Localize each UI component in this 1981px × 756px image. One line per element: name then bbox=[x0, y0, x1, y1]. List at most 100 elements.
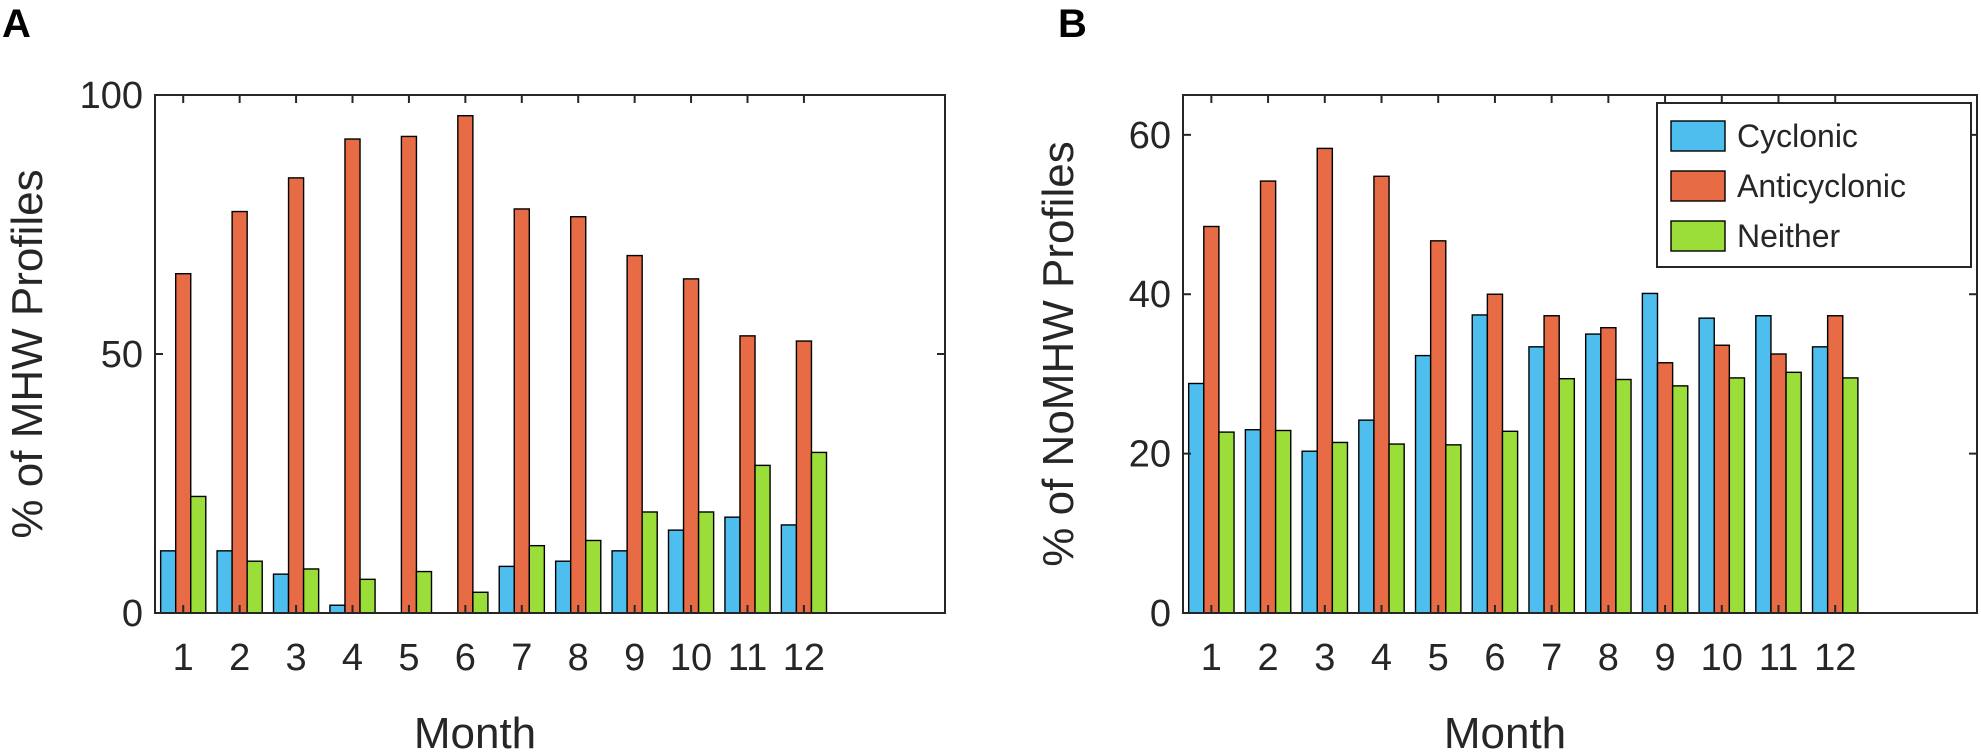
bar-cyclonic-month-8 bbox=[1584, 333, 1602, 614]
y-axis-label-a: % of MHW Profiles bbox=[3, 169, 52, 538]
bar-anticyclonic-month-1 bbox=[174, 273, 192, 614]
bar-cyclonic-month-11 bbox=[1755, 315, 1772, 614]
bars-b bbox=[1187, 147, 1859, 614]
bar-anticyclonic-month-3 bbox=[287, 177, 305, 614]
bar-neither-month-12 bbox=[810, 451, 828, 614]
x-tick-label-b-10: 10 bbox=[1701, 637, 1743, 679]
bar-anticyclonic-month-12 bbox=[1826, 315, 1844, 614]
x-tick-label-b-7: 7 bbox=[1541, 637, 1562, 679]
x-tick-label-a-4: 4 bbox=[342, 637, 363, 679]
bars-a bbox=[159, 115, 828, 614]
bar-cyclonic-month-4 bbox=[1358, 419, 1375, 614]
legend-label-anticyclonic: Anticyclonic bbox=[1737, 168, 1906, 204]
bar-neither-month-5 bbox=[415, 570, 433, 614]
panel-label-b: B bbox=[1058, 2, 1087, 46]
bar-neither-month-12 bbox=[1842, 377, 1859, 614]
bar-neither-month-7 bbox=[528, 544, 546, 614]
bar-anticyclonic-month-4 bbox=[344, 138, 361, 614]
x-tick-label-b-12: 12 bbox=[1814, 637, 1856, 679]
legend-b: Cyclonic Anticyclonic Neither bbox=[1656, 102, 1972, 268]
y-tick-label-a-0: 0 bbox=[122, 593, 143, 635]
y-tick-label-b-60: 60 bbox=[1129, 115, 1171, 157]
bar-cyclonic-month-9 bbox=[1641, 292, 1659, 614]
bar-neither-month-4 bbox=[1388, 443, 1405, 614]
bar-anticyclonic-month-2 bbox=[231, 210, 248, 614]
bar-neither-month-1 bbox=[190, 495, 207, 614]
x-tick-label-a-12: 12 bbox=[783, 637, 825, 679]
x-tick-label-a-11: 11 bbox=[728, 637, 767, 679]
bar-neither-month-9 bbox=[641, 511, 658, 614]
bar-cyclonic-month-6 bbox=[1471, 314, 1489, 614]
x-tick-label-a-2: 2 bbox=[229, 637, 250, 679]
y-tick-label-b-40: 40 bbox=[1129, 274, 1171, 316]
bar-neither-month-6 bbox=[472, 591, 489, 614]
bar-anticyclonic-month-11 bbox=[1770, 353, 1787, 614]
bar-cyclonic-month-3 bbox=[1301, 450, 1318, 614]
bar-anticyclonic-month-8 bbox=[569, 216, 587, 614]
bar-neither-month-10 bbox=[1728, 377, 1746, 614]
bar-cyclonic-month-7 bbox=[1528, 346, 1545, 614]
bar-cyclonic-month-2 bbox=[216, 550, 233, 614]
x-tick-label-a-7: 7 bbox=[511, 637, 532, 679]
y-tick-label-a-100: 100 bbox=[80, 75, 143, 117]
bar-cyclonic-month-11 bbox=[724, 516, 741, 614]
x-tick-label-a-9: 9 bbox=[624, 637, 645, 679]
bar-anticyclonic-month-7 bbox=[1543, 315, 1560, 614]
bar-cyclonic-month-3 bbox=[272, 573, 290, 614]
x-tick-label-b-9: 9 bbox=[1655, 637, 1676, 679]
bar-anticyclonic-month-1 bbox=[1203, 225, 1220, 614]
bar-neither-month-1 bbox=[1218, 431, 1235, 614]
bar-anticyclonic-month-6 bbox=[457, 115, 474, 614]
bar-neither-month-11 bbox=[754, 464, 771, 614]
x-tick-label-b-3: 3 bbox=[1314, 637, 1335, 679]
legend-swatch-neither bbox=[1670, 220, 1726, 252]
y-tick-label-b-0: 0 bbox=[1150, 593, 1171, 635]
x-tick-label-b-4: 4 bbox=[1371, 637, 1392, 679]
bar-neither-month-9 bbox=[1671, 385, 1689, 614]
bar-anticyclonic-month-5 bbox=[1429, 240, 1447, 614]
bar-neither-month-6 bbox=[1501, 430, 1519, 614]
bar-neither-month-2 bbox=[246, 560, 263, 614]
bar-neither-month-5 bbox=[1445, 444, 1462, 614]
bar-neither-month-7 bbox=[1558, 378, 1576, 614]
bar-cyclonic-month-12 bbox=[1811, 346, 1829, 614]
bar-cyclonic-month-10 bbox=[667, 529, 685, 614]
legend-swatch-anticyclonic bbox=[1670, 170, 1726, 202]
bar-neither-month-3 bbox=[1331, 441, 1349, 614]
bar-anticyclonic-month-11 bbox=[739, 335, 756, 614]
y-tick-label-a-50: 50 bbox=[101, 334, 143, 376]
x-axis-label-a: Month bbox=[414, 709, 536, 756]
bar-neither-month-10 bbox=[697, 511, 715, 614]
x-axis-label-b: Month bbox=[1444, 709, 1566, 756]
x-tick-label-b-2: 2 bbox=[1258, 637, 1279, 679]
y-axis-label-b: % of NoMHW Profiles bbox=[1034, 141, 1083, 566]
x-tick-label-a-6: 6 bbox=[455, 637, 476, 679]
panel-label-a: A bbox=[2, 2, 31, 46]
bar-anticyclonic-month-2 bbox=[1259, 180, 1277, 614]
axes-box-b bbox=[1182, 94, 1978, 614]
x-tick-label-b-1: 1 bbox=[1201, 637, 1222, 679]
y-tick-label-b-20: 20 bbox=[1129, 434, 1171, 476]
bar-cyclonic-month-1 bbox=[159, 550, 177, 614]
bar-anticyclonic-month-7 bbox=[513, 208, 531, 614]
x-tick-label-b-8: 8 bbox=[1598, 637, 1619, 679]
bar-cyclonic-month-12 bbox=[780, 524, 798, 614]
legend-swatch-cyclonic bbox=[1670, 120, 1726, 152]
bar-anticyclonic-month-3 bbox=[1316, 147, 1334, 614]
x-tick-label-b-6: 6 bbox=[1484, 637, 1505, 679]
bar-cyclonic-month-10 bbox=[1698, 317, 1715, 614]
bar-cyclonic-month-9 bbox=[611, 550, 628, 614]
bar-anticyclonic-month-8 bbox=[1600, 327, 1617, 614]
bar-anticyclonic-month-12 bbox=[795, 340, 813, 614]
bar-cyclonic-month-5 bbox=[1414, 354, 1432, 614]
bar-neither-month-4 bbox=[359, 578, 376, 614]
bar-anticyclonic-month-10 bbox=[1713, 344, 1731, 614]
bar-anticyclonic-month-9 bbox=[1656, 362, 1674, 614]
bar-anticyclonic-month-10 bbox=[682, 278, 700, 614]
legend-label-neither: Neither bbox=[1737, 218, 1841, 254]
bar-neither-month-8 bbox=[585, 539, 602, 614]
bar-cyclonic-month-4 bbox=[329, 604, 346, 614]
bar-anticyclonic-month-9 bbox=[626, 254, 643, 614]
bar-anticyclonic-month-5 bbox=[400, 135, 418, 614]
